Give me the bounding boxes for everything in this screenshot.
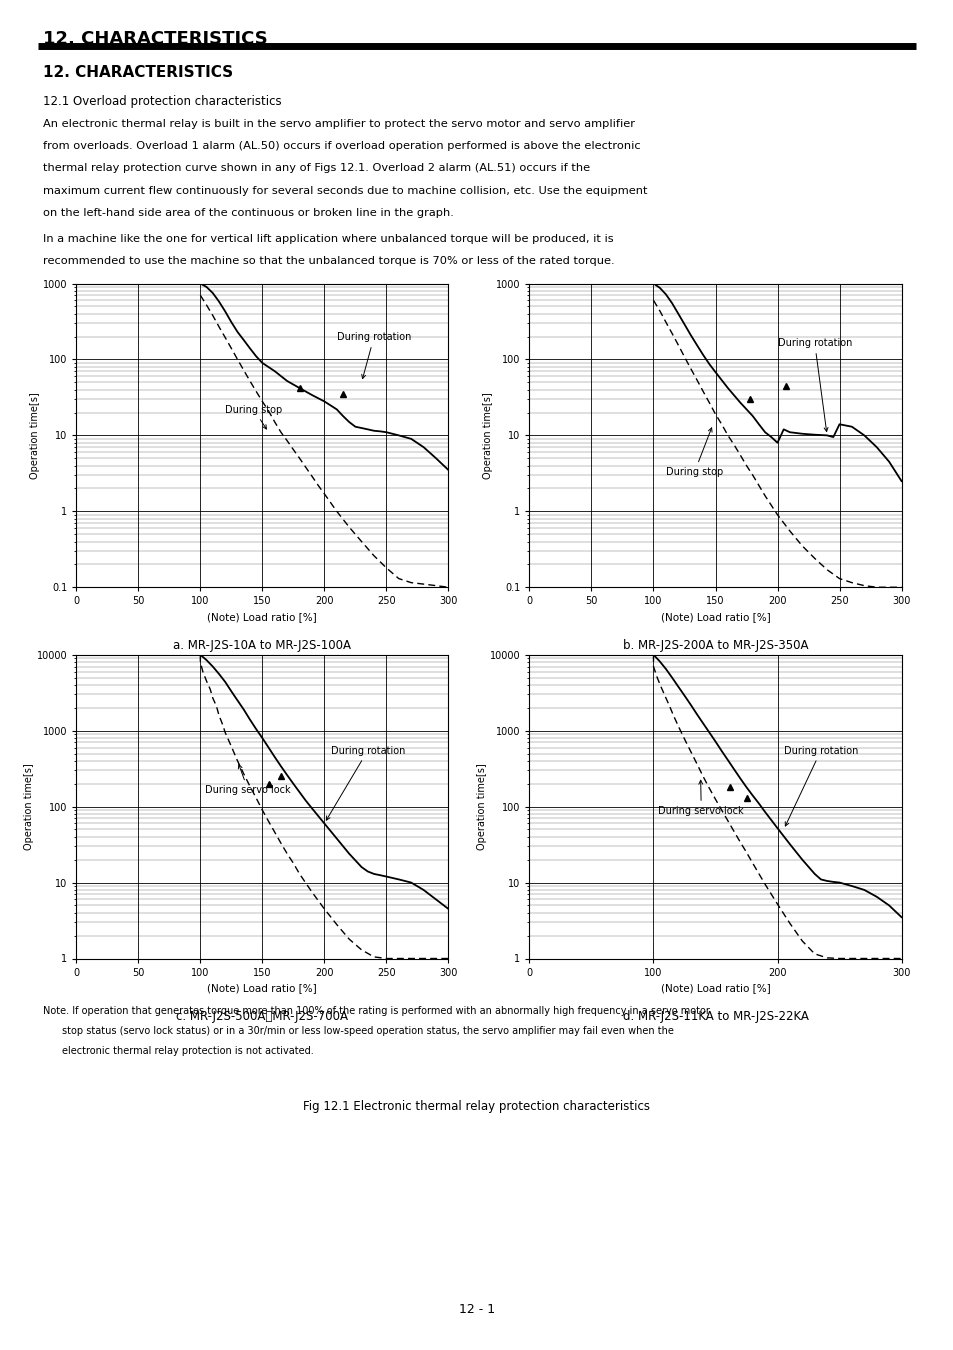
Text: 12. CHARACTERISTICS: 12. CHARACTERISTICS xyxy=(43,30,268,47)
Text: During rotation: During rotation xyxy=(326,745,404,821)
Text: During servo lock: During servo lock xyxy=(658,780,743,815)
X-axis label: (Note) Load ratio [%]: (Note) Load ratio [%] xyxy=(659,612,770,622)
Text: from overloads. Overload 1 alarm (AL.50) occurs if overload operation performed : from overloads. Overload 1 alarm (AL.50)… xyxy=(43,140,639,151)
X-axis label: (Note) Load ratio [%]: (Note) Load ratio [%] xyxy=(659,983,770,994)
Text: During stop: During stop xyxy=(225,405,282,429)
Text: on the left-hand side area of the continuous or broken line in the graph.: on the left-hand side area of the contin… xyxy=(43,208,454,217)
Text: During rotation: During rotation xyxy=(336,332,411,378)
X-axis label: (Note) Load ratio [%]: (Note) Load ratio [%] xyxy=(207,612,317,622)
Text: 12 - 1: 12 - 1 xyxy=(458,1303,495,1316)
Text: Note. If operation that generates torque more than 100% of the rating is perform: Note. If operation that generates torque… xyxy=(43,1006,709,1015)
Text: stop status (servo lock status) or in a 30r/min or less low-speed operation stat: stop status (servo lock status) or in a … xyxy=(62,1026,673,1035)
Text: During rotation: During rotation xyxy=(783,745,857,826)
Text: During servo lock: During servo lock xyxy=(205,764,291,795)
Text: Fig 12.1 Electronic thermal relay protection characteristics: Fig 12.1 Electronic thermal relay protec… xyxy=(303,1100,650,1114)
Text: During stop: During stop xyxy=(665,428,722,477)
Text: recommended to use the machine so that the unbalanced torque is 70% or less of t: recommended to use the machine so that t… xyxy=(43,256,614,266)
Y-axis label: Operation time[s]: Operation time[s] xyxy=(482,392,493,479)
Text: 12. CHARACTERISTICS: 12. CHARACTERISTICS xyxy=(43,65,233,80)
Text: b. MR-J2S-200A to MR-J2S-350A: b. MR-J2S-200A to MR-J2S-350A xyxy=(622,639,807,652)
Y-axis label: Operation time[s]: Operation time[s] xyxy=(24,763,34,850)
X-axis label: (Note) Load ratio [%]: (Note) Load ratio [%] xyxy=(207,983,317,994)
Text: c. MR-J2S-500A・MR-J2S-700A: c. MR-J2S-500A・MR-J2S-700A xyxy=(176,1010,348,1023)
Text: thermal relay protection curve shown in any of Figs 12.1. Overload 2 alarm (AL.5: thermal relay protection curve shown in … xyxy=(43,163,590,173)
Y-axis label: Operation time[s]: Operation time[s] xyxy=(30,392,40,479)
Text: a. MR-J2S-10A to MR-J2S-100A: a. MR-J2S-10A to MR-J2S-100A xyxy=(173,639,351,652)
Text: electronic thermal relay protection is not activated.: electronic thermal relay protection is n… xyxy=(62,1046,314,1056)
Text: During rotation: During rotation xyxy=(777,338,851,432)
Text: An electronic thermal relay is built in the servo amplifier to protect the servo: An electronic thermal relay is built in … xyxy=(43,119,635,128)
Y-axis label: Operation time[s]: Operation time[s] xyxy=(476,763,487,850)
Text: d. MR-J2S-11KA to MR-J2S-22KA: d. MR-J2S-11KA to MR-J2S-22KA xyxy=(622,1010,807,1023)
Text: maximum current flew continuously for several seconds due to machine collision, : maximum current flew continuously for se… xyxy=(43,185,647,196)
Text: 12.1 Overload protection characteristics: 12.1 Overload protection characteristics xyxy=(43,95,281,108)
Text: In a machine like the one for vertical lift application where unbalanced torque : In a machine like the one for vertical l… xyxy=(43,234,613,244)
